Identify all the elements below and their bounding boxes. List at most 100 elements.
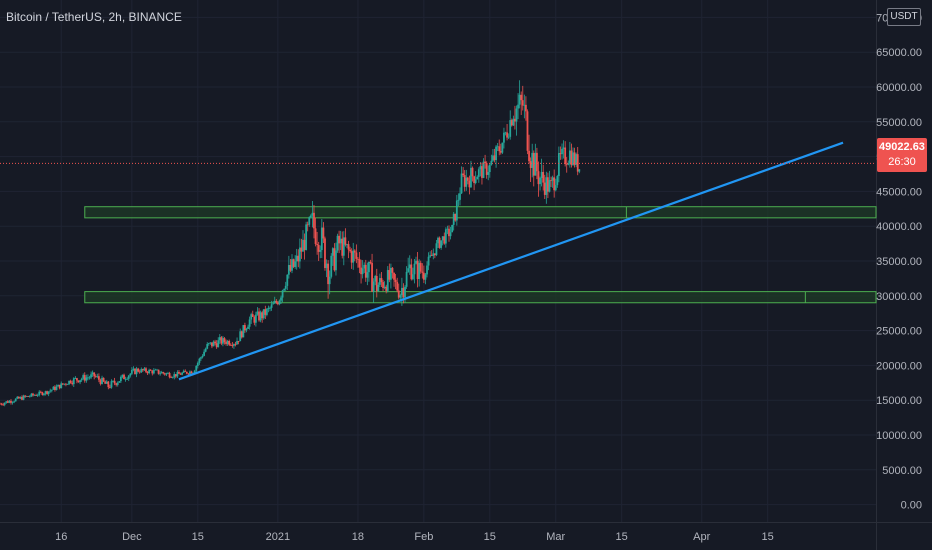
candle-body <box>546 177 549 192</box>
candle-body <box>308 217 311 225</box>
candle-body <box>537 171 540 185</box>
candle-body <box>297 255 300 262</box>
candle-body <box>462 173 465 176</box>
price-axis[interactable]: 0.00 5000.00 10000.00 15000.00 20000.00 25000… <box>876 12 922 511</box>
candle-body <box>105 381 108 384</box>
time-tick-label: 16 <box>55 531 67 543</box>
candle-body <box>19 396 22 399</box>
candle-body <box>353 250 356 253</box>
candle-body <box>77 380 80 383</box>
candle-body <box>327 263 330 285</box>
time-axis[interactable]: 16 Dec 15 2021 18 Feb 15 Mar 15 Apr 15 <box>55 531 774 543</box>
support-zone-box[interactable] <box>84 291 877 304</box>
candle-body <box>107 381 110 388</box>
candle-body <box>165 373 168 375</box>
candle-body <box>39 391 42 393</box>
candle-body <box>52 386 55 390</box>
candle-body <box>82 375 85 379</box>
candle-body <box>532 152 535 176</box>
candle-body <box>540 171 543 178</box>
candle-body <box>182 370 185 373</box>
candle-body <box>11 402 14 403</box>
candle-body <box>471 167 474 177</box>
candle-body <box>379 278 381 285</box>
candle-body <box>525 104 527 112</box>
candle-body <box>253 316 256 323</box>
candlesticks <box>0 80 581 407</box>
candle-body <box>440 240 443 248</box>
price-tick-label: 65000.00 <box>876 47 922 59</box>
candle-body <box>280 297 282 301</box>
candle-body <box>322 227 325 239</box>
currency-unit[interactable]: USDT <box>887 8 921 26</box>
candle-body <box>499 151 502 153</box>
candle-body <box>91 372 94 375</box>
candle-body <box>368 261 370 273</box>
candle-body <box>488 164 491 173</box>
candle-body <box>377 284 380 292</box>
candle-body <box>152 370 155 374</box>
candle-body <box>229 344 232 346</box>
candle-body <box>233 344 235 346</box>
candle-body <box>335 250 337 271</box>
candle-body <box>503 132 505 143</box>
candle-body <box>151 370 154 374</box>
candle-body <box>264 309 267 315</box>
candle-body <box>116 382 119 385</box>
candle-body <box>61 383 64 385</box>
candle-body <box>184 370 187 372</box>
candle-body <box>504 132 507 134</box>
time-tick-label: 15 <box>192 531 204 543</box>
support-zone-box[interactable] <box>84 206 877 219</box>
candle-body <box>261 312 264 319</box>
candle-body <box>452 213 455 225</box>
candle-body <box>550 180 552 181</box>
candle-body <box>223 338 226 342</box>
candle-body <box>548 180 551 192</box>
candle-body <box>281 290 284 298</box>
candle-body <box>287 265 290 275</box>
candle-body <box>529 161 532 168</box>
candle-body <box>438 237 441 248</box>
candle-body <box>171 377 174 379</box>
candle-body <box>426 265 428 275</box>
candle-body <box>129 373 132 376</box>
candle-body <box>55 386 58 391</box>
candle-body <box>204 348 207 352</box>
candle-body <box>71 382 74 385</box>
candle-body <box>215 343 218 348</box>
candle-body <box>578 169 581 172</box>
candle-body <box>196 362 199 366</box>
current-price-tag: 49022.63 26:30 <box>877 138 927 172</box>
candle-body <box>156 369 158 371</box>
support-zone[interactable] <box>84 206 877 219</box>
candle-body <box>470 167 472 188</box>
candle-body <box>135 368 138 375</box>
candle-body <box>2 404 5 406</box>
candle-body <box>369 261 372 263</box>
candle-body <box>47 391 50 394</box>
candle-body <box>0 403 1 405</box>
candle-body <box>430 255 433 257</box>
candle-body <box>559 153 562 155</box>
candle-body <box>146 371 149 374</box>
candle-body <box>372 281 375 292</box>
candle-body <box>518 94 521 105</box>
symbol-title[interactable]: Bitcoin / TetherUS, 2h, BINANCE <box>6 10 182 24</box>
time-tick-label: Apr <box>693 531 710 543</box>
candle-body <box>320 227 323 251</box>
candle-body <box>228 340 231 345</box>
candle-body <box>76 378 78 381</box>
candle-body <box>43 393 45 395</box>
price-tick-label: 15000.00 <box>876 395 922 407</box>
trend-line[interactable] <box>178 141 844 381</box>
candle-body <box>141 369 144 371</box>
support-zone[interactable] <box>84 291 877 304</box>
candle-body <box>413 263 416 275</box>
candle-body <box>506 132 508 138</box>
candle-body <box>482 161 485 178</box>
candle-body <box>270 304 273 308</box>
candle-body <box>250 314 253 320</box>
